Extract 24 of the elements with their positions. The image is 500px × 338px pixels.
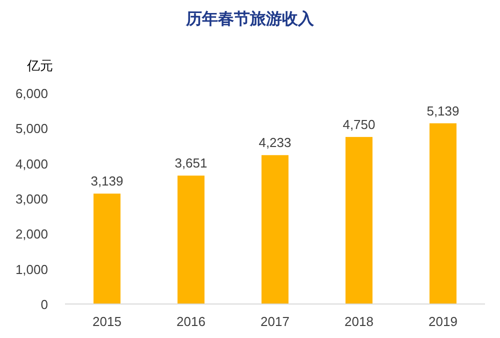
y-tick-label: 6,000 [15,86,48,101]
bar [346,136,372,304]
chart-title: 历年春节旅游收入 [185,10,315,28]
x-tick-label: 2017 [260,314,290,329]
x-tick-label: 2018 [344,314,374,329]
data-label: 5,139 [426,103,460,118]
x-tick-label: 2016 [176,314,206,329]
data-label: 4,233 [258,135,292,150]
data-label: 3,651 [174,156,208,171]
y-tick-label: 2,000 [15,226,48,242]
y-tick-label: 5,000 [15,121,48,136]
y-tick-label: 3,000 [15,192,48,206]
x-tick-label: 2015 [92,314,122,329]
y-tick-label: 4,000 [15,156,48,172]
y-tick-label: 1,000 [15,262,48,277]
x-tick-label: 2019 [428,314,458,329]
bar [262,155,288,304]
bar [178,176,204,304]
bar [430,123,456,304]
y-axis-title: 亿元 [26,58,53,73]
data-label: 3,139 [90,174,124,189]
y-tick-label: 0 [40,297,48,312]
data-label: 4,750 [342,116,376,132]
bar [94,194,120,304]
